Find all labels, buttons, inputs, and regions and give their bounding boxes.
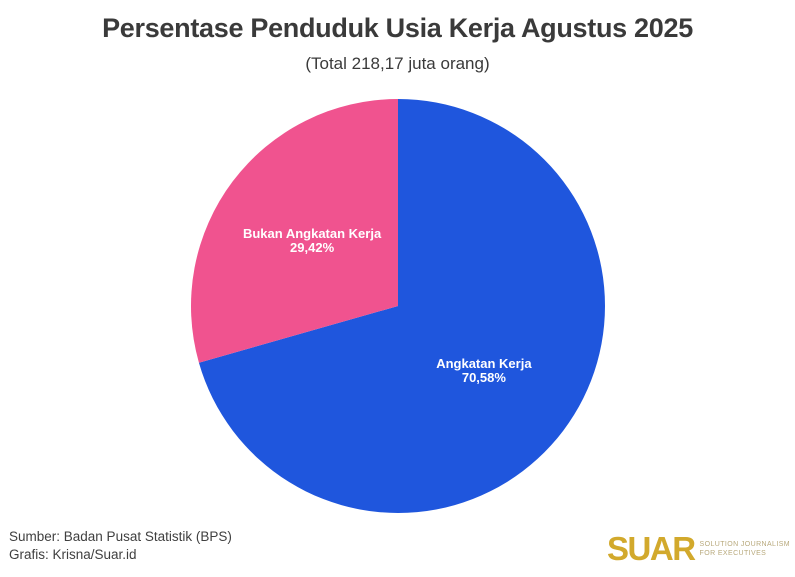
suar-logo-wordmark: SUAR	[607, 530, 696, 567]
logo-tagline-line2: for Executives	[699, 549, 767, 557]
chart-subtitle: (Total 218,17 juta orang)	[305, 54, 490, 73]
pie-slice-angkatan-kerja	[198, 99, 605, 513]
footer-notes: Sumber: Badan Pusat Statistik (BPS) Graf…	[9, 528, 232, 564]
logo-tagline-line1: Solution Journalism	[699, 540, 790, 548]
pie-slice-bukan-angkatan-kerja	[190, 99, 398, 363]
credit-line: Grafis: Krisna/Suar.id	[9, 547, 137, 562]
source-line: Sumber: Badan Pusat Statistik (BPS)	[9, 529, 232, 544]
suar-logo-tagline: Solution Journalism for Executives	[700, 540, 790, 558]
chart-title: Persentase Penduduk Usia Kerja Agustus 2…	[102, 13, 693, 43]
pie-label-bukan-angkatan-kerja: Bukan Angkatan Kerja 29,42%	[243, 226, 382, 255]
suar-logo: SUAR Solution Journalism for Executives	[607, 532, 790, 565]
pie-label-angkatan-kerja: Angkatan Kerja 70,58%	[436, 356, 532, 385]
